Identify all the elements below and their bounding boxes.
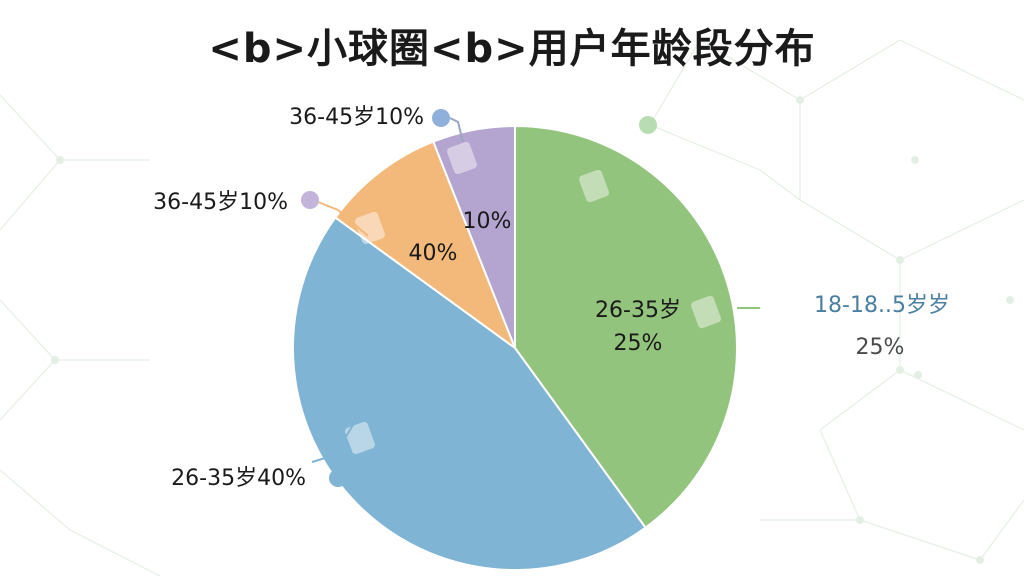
- slice-3-marker: [432, 109, 450, 127]
- slice-0-outer-label: 18-18..5岁岁: [814, 293, 950, 318]
- decor-tile-3: [355, 211, 385, 245]
- slice-1-leader: [311, 419, 357, 463]
- slice-2-outer-label: 36-45岁10%: [153, 190, 288, 215]
- pie-slice-3: [431, 124, 516, 349]
- decor-tile-0: [579, 169, 609, 203]
- slice-3-leader: [449, 117, 464, 143]
- slice-3-inner-value: 10%: [463, 209, 512, 234]
- slice-2-inner-value: 40%: [409, 241, 458, 266]
- decor-tile-1: [691, 295, 721, 329]
- slice-0-outer-value: 25%: [856, 335, 905, 360]
- slice-3-outer-label: 36-45岁10%: [289, 105, 424, 130]
- slice-1-marker: [329, 469, 347, 487]
- slice-0-inner-label: 26-35岁: [595, 298, 681, 323]
- slice-2-marker: [301, 191, 319, 209]
- pie-slices: [292, 124, 738, 571]
- pie-slice-0: [514, 124, 738, 529]
- pie-slice-2: [334, 140, 518, 351]
- decor-tile-4: [447, 141, 477, 175]
- slice-0-inner-value: 25%: [614, 331, 663, 356]
- decor-tile-2: [345, 421, 375, 455]
- slice-2-leader: [317, 201, 369, 237]
- pie-slice-1: [292, 216, 647, 571]
- chart-title: <b>小球圈<b>用户年龄段分布: [208, 26, 816, 72]
- slice-1-outer-label: 26-35岁40%: [171, 466, 306, 491]
